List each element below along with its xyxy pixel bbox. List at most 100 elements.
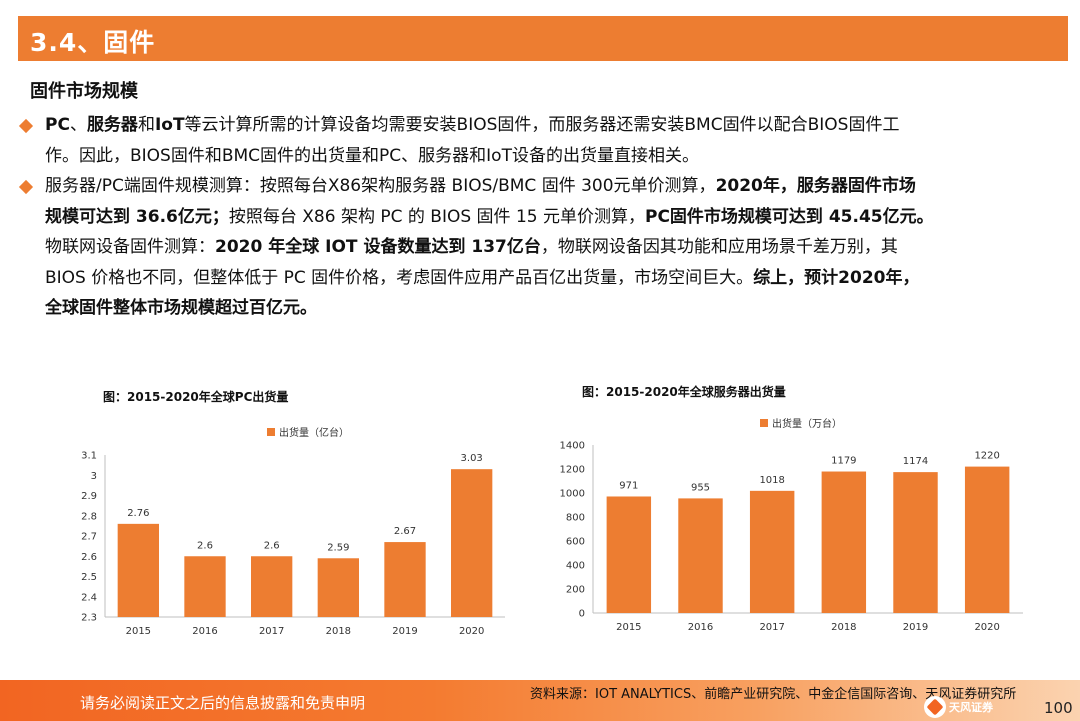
y-tick-label: 2.4 [81, 592, 97, 603]
bar-2019 [384, 542, 426, 617]
y-tick-label: 1200 [560, 465, 585, 476]
text-segment: BIOS 价格也不同，但整体低于 PC 固件价格，考虑固件应用产品百亿出货量，市… [45, 267, 754, 288]
bar-value-label: 2.59 [327, 542, 349, 553]
text-segment: PC [45, 115, 70, 135]
x-tick-label: 2016 [688, 622, 713, 633]
text-segment: 等云计算所需的计算设备均需要安装BIOS固件，而服务器还需安装BMC固件以配合B… [184, 115, 900, 135]
summary-line-3: 全球固件整体市场规模超过百亿元。 [45, 293, 1068, 324]
bar-value-label: 2.6 [197, 540, 213, 551]
company-logo: 天风证券 [924, 696, 993, 718]
x-tick-label: 2016 [192, 626, 217, 637]
x-tick-label: 2015 [616, 622, 641, 633]
legend-label: 出货量（亿台） [279, 428, 349, 439]
y-tick-label: 200 [566, 585, 585, 596]
bar-2019 [893, 472, 938, 613]
bar-2018 [317, 558, 359, 617]
legend-swatch [267, 427, 275, 436]
pc-chart-legend: 出货量（亿台） [267, 424, 349, 439]
text-segment: 、 [69, 115, 87, 135]
x-tick-label: 2015 [126, 626, 151, 637]
server-chart-legend: 出货量（万台） [760, 415, 842, 430]
bar-value-label: 3.03 [461, 453, 483, 464]
y-tick-label: 400 [566, 561, 585, 572]
bar-value-label: 971 [619, 480, 638, 491]
text-segment: 按照每台 X86 架构 PC 的 BIOS 固件 15 元单价测算， [228, 206, 645, 227]
bar-2017 [749, 490, 795, 613]
y-tick-label: 2.8 [81, 511, 97, 522]
data-source-note: 资料来源：IOT ANALYTICS、前瞻产业研究院、中金企信国际咨询、天风证券… [530, 687, 1017, 702]
text-segment: 综上，预计2020年， [753, 267, 920, 288]
y-tick-label: 3 [91, 471, 97, 482]
text-segment: 服务器 [86, 115, 138, 135]
bar-2018 [821, 471, 867, 613]
bullet-2-line-2: 规模可达到 36.6亿元；按照每台 X86 架构 PC 的 BIOS 固件 15… [45, 202, 1068, 233]
bar-2017 [251, 556, 293, 617]
bar-2016 [678, 498, 723, 613]
y-tick-label: 800 [566, 513, 585, 524]
legend-label: 出货量（万台） [772, 419, 842, 430]
text-segment: ，物联网设备因其功能和应用场景千差万别，其 [540, 237, 898, 257]
bullet-2-line-1: 服务器/PC端固件规模测算：按照每台X86架构服务器 BIOS/BMC 固件 3… [45, 171, 1068, 202]
bar-value-label: 1179 [831, 456, 856, 467]
y-tick-label: 2.6 [81, 552, 97, 563]
bar-2020 [964, 466, 1010, 613]
text-segment: 全球固件整体市场规模超过百亿元。 [45, 298, 317, 318]
body-text: PC、服务器和IoT等云计算所需的计算设备均需要安装BIOS固件，而服务器还需安… [18, 110, 1068, 324]
bullet-1-line-1: PC、服务器和IoT等云计算所需的计算设备均需要安装BIOS固件，而服务器还需安… [45, 110, 1068, 141]
text-segment: 服务器/PC端固件规模测算：按照每台X86架构服务器 BIOS/BMC 固件 3… [45, 176, 716, 196]
text-segment: 和 [137, 115, 155, 135]
y-tick-label: 1400 [560, 441, 585, 452]
bar-value-label: 955 [691, 482, 710, 493]
subheading: 固件市场规模 [30, 81, 138, 102]
legend-swatch [760, 418, 768, 427]
section-header-bar: 3.4、固件 [18, 16, 1068, 61]
y-tick-label: 2.5 [81, 572, 97, 583]
x-tick-label: 2018 [831, 622, 856, 633]
text-segment: 物联网设备固件测算： [45, 237, 215, 257]
logo-text: 天风证券 [949, 701, 993, 714]
section-title: 3.4、固件 [30, 28, 156, 57]
summary-paragraph: 物联网设备固件测算：2020 年全球 IOT 设备数量达到 137亿台，物联网设… [18, 232, 1068, 324]
bar-value-label: 2.6 [264, 540, 280, 551]
y-tick-label: 0 [579, 609, 585, 620]
text-segment: 2020 年全球 IOT 设备数量达到 137亿台 [215, 237, 541, 257]
x-tick-label: 2017 [759, 622, 784, 633]
pc-shipments-bar-chart: 3.1 3 2.9 2.8 2.7 2.6 2.5 2.4 2.3 2.76 2015 2.6 2016… [81, 451, 505, 637]
x-tick-label: 2020 [459, 626, 484, 637]
bar-value-label: 2.76 [127, 508, 149, 519]
bullet-1-line-2: 作。因此，BIOS固件和BMC固件的出货量和PC、服务器和IoT设备的出货量直接… [45, 145, 699, 166]
diamond-bullet-icon [18, 118, 34, 134]
bar-2016 [184, 556, 226, 617]
server-shipments-bar-chart: 1400 1200 1000 800 600 400 200 0 971 2015 955 2016 1… [560, 441, 1023, 633]
logo-mark-icon [924, 696, 946, 718]
y-tick-label: 600 [566, 537, 585, 548]
y-tick-label: 3.1 [81, 451, 97, 462]
x-tick-label: 2017 [259, 626, 284, 637]
y-tick-label: 2.9 [81, 491, 97, 502]
bullet-point-1: PC、服务器和IoT等云计算所需的计算设备均需要安装BIOS固件，而服务器还需安… [18, 110, 1068, 171]
x-tick-label: 2019 [392, 626, 417, 637]
disclaimer-text: 请务必阅读正文之后的信息披露和免责申明 [80, 694, 366, 712]
bar-value-label: 2.67 [394, 526, 416, 537]
y-tick-label: 1000 [560, 489, 585, 500]
x-tick-label: 2018 [326, 626, 351, 637]
footer-bar: 请务必阅读正文之后的信息披露和免责申明 [0, 680, 1080, 721]
pc-chart-title: 图：2015-2020年全球PC出货量 [103, 390, 289, 404]
summary-line-2: BIOS 价格也不同，但整体低于 PC 固件价格，考虑固件应用产品百亿出货量，市… [45, 263, 1068, 294]
page-number: 100 [1044, 699, 1073, 717]
text-segment: PC固件市场规模可达到 45.45亿元。 [644, 206, 934, 227]
y-tick-label: 2.3 [81, 613, 97, 624]
bar-2015 [117, 523, 159, 617]
bar-value-label: 1220 [974, 451, 999, 462]
text-segment: 2020年，服务器固件市场 [715, 176, 916, 196]
bar-2015 [606, 496, 652, 613]
bullet-point-2: 服务器/PC端固件规模测算：按照每台X86架构服务器 BIOS/BMC 固件 3… [18, 171, 1068, 232]
x-tick-label: 2020 [974, 622, 999, 633]
bar-value-label: 1018 [759, 475, 784, 486]
bar-value-label: 1174 [903, 456, 928, 467]
summary-line-1: 物联网设备固件测算：2020 年全球 IOT 设备数量达到 137亿台，物联网设… [45, 232, 1068, 263]
y-tick-label: 2.7 [81, 532, 97, 543]
diamond-bullet-icon [18, 179, 34, 195]
bar-2020 [451, 469, 493, 617]
text-segment: 规模可达到 36.6亿元； [45, 206, 229, 227]
